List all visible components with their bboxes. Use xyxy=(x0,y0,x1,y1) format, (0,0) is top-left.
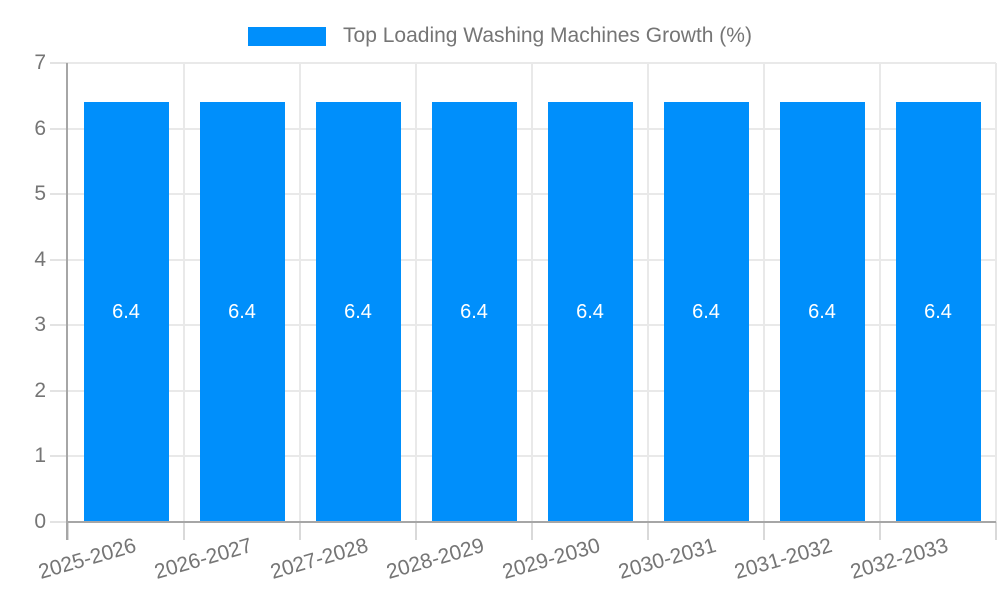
x-axis-tick xyxy=(67,522,69,540)
y-axis-tick xyxy=(50,389,68,392)
y-axis-tick-label: 2 xyxy=(34,378,46,402)
bar-2027-2028[interactable]: 6.4 xyxy=(315,102,401,522)
y-axis-tick-label: 1 xyxy=(34,444,46,468)
x-axis-tick xyxy=(763,522,765,540)
x-gridline xyxy=(879,63,881,522)
x-gridline xyxy=(183,63,185,522)
x-axis-label: 2029-2030 xyxy=(499,534,603,584)
bar-value-label: 6.4 xyxy=(228,300,256,323)
x-gridline xyxy=(763,63,765,522)
legend-item[interactable]: Top Loading Washing Machines Growth (%) xyxy=(248,24,752,48)
bar-value-label: 6.4 xyxy=(112,300,140,323)
bar-2030-2031[interactable]: 6.4 xyxy=(663,102,749,522)
y-axis-tick xyxy=(50,127,68,130)
bar-2029-2030[interactable]: 6.4 xyxy=(547,102,633,522)
x-gridline xyxy=(531,63,533,522)
bar-value-label: 6.4 xyxy=(344,300,372,323)
x-gridline xyxy=(299,63,301,522)
bar-2025-2026[interactable]: 6.4 xyxy=(83,102,169,522)
bar-2032-2033[interactable]: 6.4 xyxy=(895,102,981,522)
y-axis-tick-label: 5 xyxy=(34,182,46,206)
bar-2031-2032[interactable]: 6.4 xyxy=(779,102,865,522)
y-axis-tick xyxy=(50,324,68,327)
x-gridline xyxy=(995,63,997,522)
bar-value-label: 6.4 xyxy=(692,300,720,323)
y-axis-tick-label: 0 xyxy=(34,510,46,533)
y-axis-tick xyxy=(50,521,68,523)
y-axis-line xyxy=(66,63,68,540)
y-axis-tick xyxy=(50,62,68,64)
x-axis-tick xyxy=(183,522,185,540)
x-axis-tick xyxy=(647,522,649,540)
x-axis-label: 2032-2033 xyxy=(847,534,951,584)
legend-label: Top Loading Washing Machines Growth (%) xyxy=(343,24,752,47)
x-gridline xyxy=(415,63,417,522)
y-axis-tick-label: 7 xyxy=(34,51,46,74)
bar-value-label: 6.4 xyxy=(808,300,836,323)
x-axis-tick xyxy=(415,522,417,540)
x-axis-label: 2027-2028 xyxy=(267,534,371,584)
x-axis-tick xyxy=(531,522,533,540)
x-axis-line xyxy=(68,521,996,523)
x-axis-label: 2025-2026 xyxy=(35,534,139,584)
legend-swatch xyxy=(248,26,327,46)
bar-2026-2027[interactable]: 6.4 xyxy=(199,102,285,522)
bar-value-label: 6.4 xyxy=(576,300,604,323)
bar-value-label: 6.4 xyxy=(924,300,952,323)
y-axis-tick-label: 4 xyxy=(34,247,46,271)
bar-value-label: 6.4 xyxy=(460,300,488,323)
x-axis-label: 2026-2027 xyxy=(151,534,255,584)
y-axis-tick xyxy=(50,193,68,196)
bar-2028-2029[interactable]: 6.4 xyxy=(431,102,517,522)
x-axis-label: 2028-2029 xyxy=(383,534,487,584)
x-axis-label: 2030-2031 xyxy=(615,534,719,584)
y-axis-tick xyxy=(50,258,68,261)
legend: Top Loading Washing Machines Growth (%) xyxy=(0,24,1000,48)
x-axis-tick xyxy=(299,522,301,540)
y-axis-tick-label: 3 xyxy=(34,313,46,337)
x-axis-tick xyxy=(879,522,881,540)
x-axis-label: 2031-2032 xyxy=(731,534,835,584)
x-axis-tick xyxy=(995,522,997,540)
y-axis-tick xyxy=(50,455,68,458)
x-gridline xyxy=(647,63,649,522)
y-axis-tick-label: 6 xyxy=(34,116,46,140)
